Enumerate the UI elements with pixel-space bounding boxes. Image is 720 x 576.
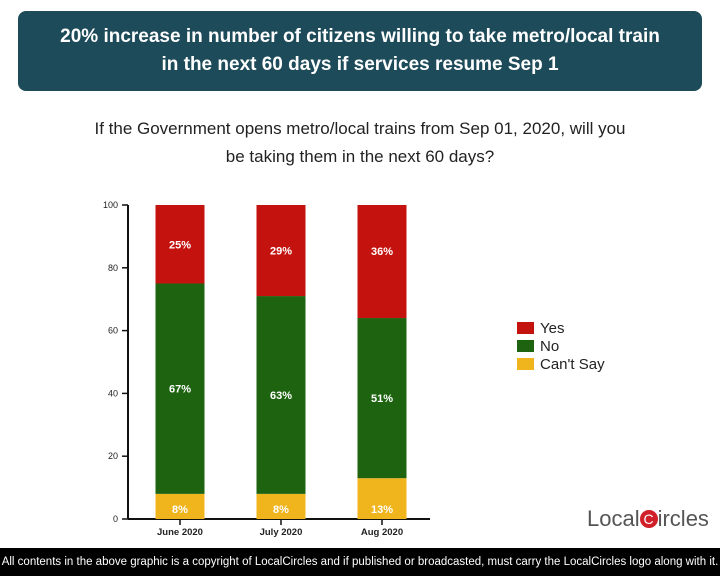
legend-label: Yes: [540, 319, 565, 337]
data-label: 36%: [371, 246, 393, 258]
y-tick-label: 80: [108, 263, 118, 273]
legend-swatch: [517, 340, 534, 352]
legend: Yes No Can't Say: [517, 319, 605, 373]
data-label: 8%: [273, 504, 289, 516]
survey-question: If the Government opens metro/local trai…: [40, 115, 680, 171]
data-label: 13%: [371, 504, 393, 516]
title-banner: 20% increase in number of citizens willi…: [18, 11, 702, 91]
data-label: 8%: [172, 504, 188, 516]
question-line-2: be taking them in the next 60 days?: [225, 147, 495, 166]
bar-segment-can-t-say: [256, 493, 306, 519]
y-tick-label: 60: [108, 326, 118, 336]
logo-pin-icon: C: [639, 510, 658, 528]
data-label: 67%: [169, 384, 191, 396]
legend-swatch: [517, 322, 534, 334]
x-tick-label: Aug 2020: [361, 527, 403, 538]
data-label: 63%: [270, 390, 292, 402]
title-line-1: 20% increase in number of citizens willi…: [60, 26, 660, 47]
y-tick-label: 100: [103, 200, 118, 210]
bar-segment-no: [256, 296, 306, 494]
legend-label: No: [540, 337, 560, 355]
bar-segment-yes: [256, 205, 306, 297]
copyright-footer: All contents in the above graphic is a c…: [0, 548, 720, 576]
logo-text-post: ircles: [657, 506, 709, 531]
data-label: 51%: [371, 393, 393, 405]
x-tick-label: June 2020: [157, 527, 203, 538]
x-tick-label: July 2020: [260, 527, 303, 538]
legend-label: Can't Say: [540, 355, 605, 373]
question-line-1: If the Government opens metro/local trai…: [94, 119, 626, 138]
data-label: 25%: [169, 239, 191, 251]
legend-swatch: [517, 358, 534, 370]
y-tick-label: 0: [113, 514, 118, 524]
logo-text-pre: Local: [587, 506, 640, 531]
stacked-bar-chart: 0 20 40 60 80 100 8% 67% 25% June 2020 8% 63% 29% Jul…: [103, 200, 430, 538]
y-tick-label: 20: [108, 451, 118, 461]
data-label: 29%: [270, 246, 292, 258]
bar-segment-no: [155, 283, 205, 494]
legend-item-no: No: [517, 337, 605, 355]
title-line-2: in the next 60 days if services resume S…: [161, 54, 559, 75]
legend-item-cant-say: Can't Say: [517, 355, 605, 373]
legend-item-yes: Yes: [517, 319, 605, 337]
bar-segment-can-t-say: [155, 493, 205, 519]
y-tick-label: 40: [108, 388, 118, 398]
bar-segment-yes: [357, 205, 407, 319]
bar-segment-yes: [155, 205, 205, 284]
bar-segment-no: [357, 318, 407, 479]
bar-segment-can-t-say: [357, 478, 407, 519]
